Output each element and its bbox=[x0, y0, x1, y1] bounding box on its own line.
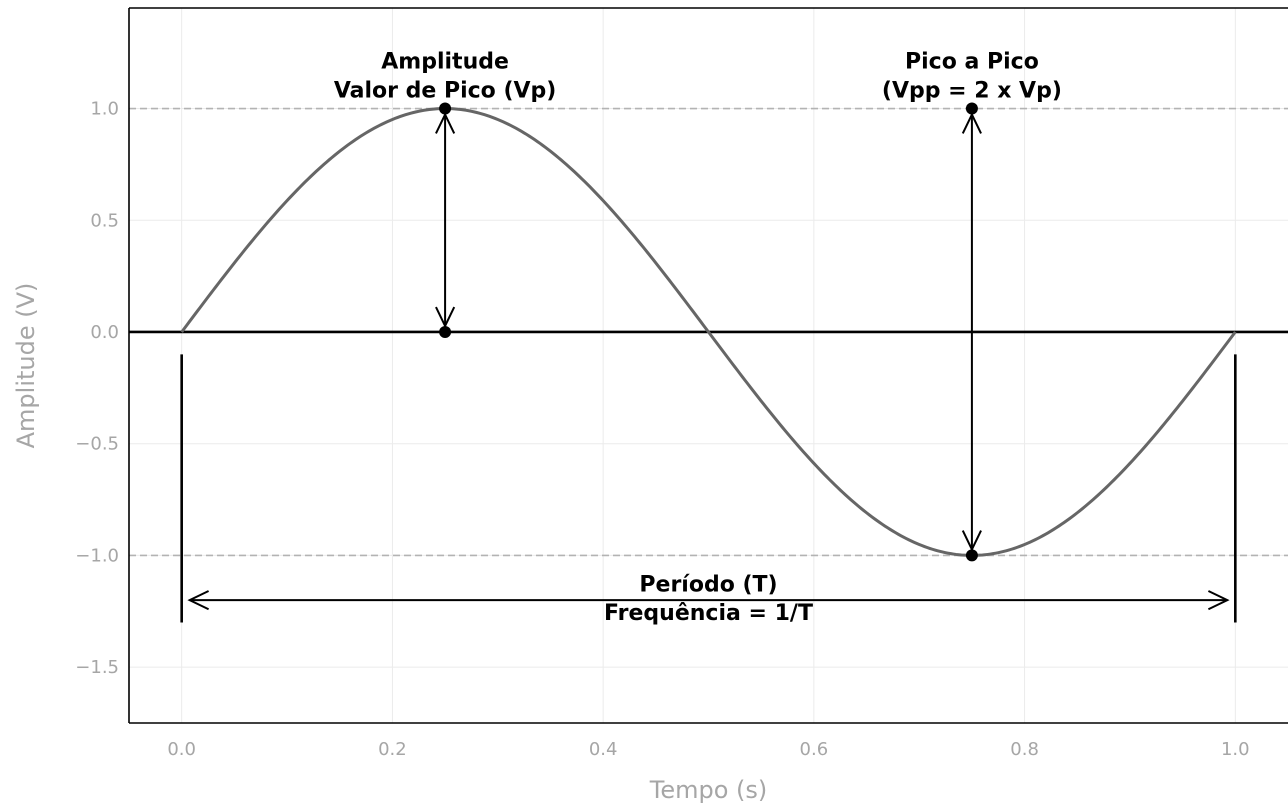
x-tick-label: 0.2 bbox=[378, 739, 407, 760]
x-tick-label: 0.6 bbox=[800, 739, 829, 760]
y-tick-label: −0.5 bbox=[75, 434, 119, 455]
point-marker bbox=[439, 325, 452, 338]
point-marker bbox=[439, 102, 452, 115]
markers bbox=[439, 102, 978, 562]
arrow-head bbox=[1207, 590, 1230, 611]
point-marker bbox=[965, 549, 978, 562]
annotation-line: Amplitude bbox=[381, 50, 509, 75]
x-tick-label: 0.4 bbox=[589, 739, 618, 760]
x-tick-label: 0.0 bbox=[167, 739, 196, 760]
arrow-head bbox=[187, 590, 210, 611]
annotation-line: Período (T) bbox=[639, 573, 777, 598]
x-axis-label: Tempo (s) bbox=[649, 776, 768, 804]
annotations: Amplitude Valor de Pico (Vp) Pico a Pico (V… bbox=[334, 50, 1062, 626]
series bbox=[180, 107, 1237, 557]
axes: 0.0 0.2 0.4 0.6 0.8 1.0 1.0 0.5 0.0 −0.5 −1.0 −1.5 T… bbox=[12, 7, 1288, 804]
double-arrow bbox=[187, 590, 1230, 611]
y-tick-label: 0.5 bbox=[90, 210, 119, 231]
annotation-line: (Vpp = 2 x Vp) bbox=[882, 78, 1062, 103]
annotation-label: Amplitude Valor de Pico (Vp) bbox=[334, 50, 557, 104]
annotation-line: Pico a Pico bbox=[905, 50, 1039, 75]
annotation-line: Valor de Pico (Vp) bbox=[334, 78, 557, 103]
y-tick-label: 0.0 bbox=[90, 322, 119, 343]
sine-wave-line bbox=[180, 107, 1237, 557]
annotation-label: Pico a Pico (Vpp = 2 x Vp) bbox=[882, 50, 1062, 104]
y-tick-label: −1.5 bbox=[75, 657, 119, 678]
annotation-label: Período (T) Frequência = 1/T bbox=[604, 573, 813, 627]
annotation-line: Frequência = 1/T bbox=[604, 601, 813, 626]
x-tick-label: 1.0 bbox=[1221, 739, 1250, 760]
x-tick-label: 0.8 bbox=[1010, 739, 1039, 760]
y-axis-label: Amplitude (V) bbox=[12, 283, 40, 449]
point-marker bbox=[965, 102, 978, 115]
y-tick-label: 1.0 bbox=[90, 99, 119, 120]
y-tick-label: −1.0 bbox=[75, 545, 119, 566]
